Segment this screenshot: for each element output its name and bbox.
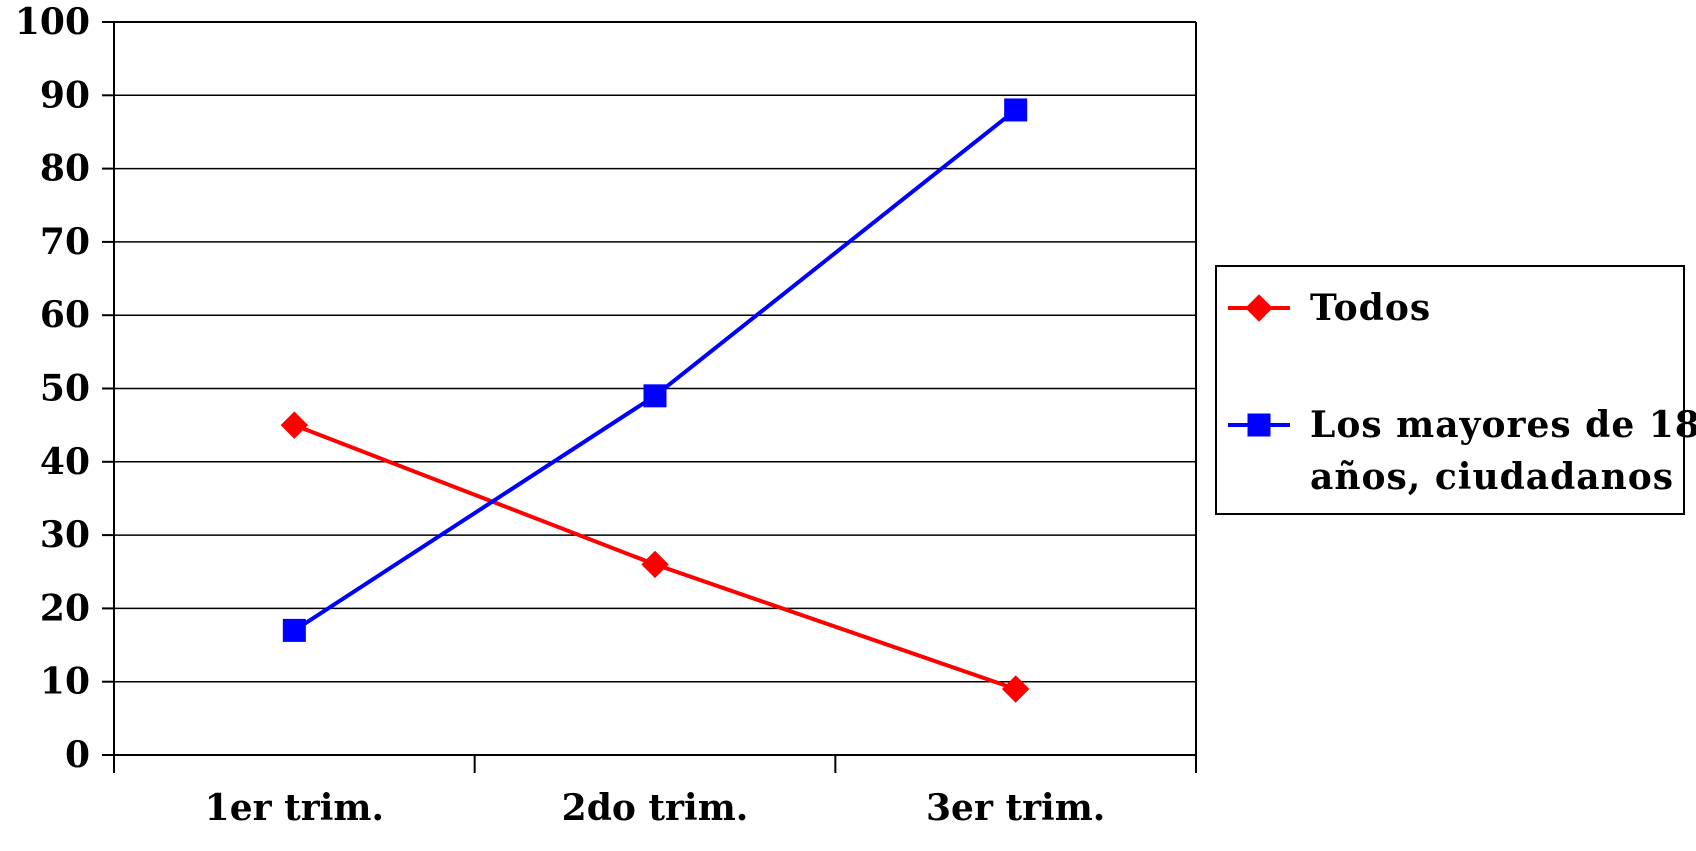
x-tick-label: 1er trim. <box>205 787 384 829</box>
data-point-series-2 <box>282 618 306 642</box>
y-tick-label: 10 <box>40 661 90 703</box>
data-point-series-2 <box>1004 98 1028 122</box>
y-tick-label: 20 <box>40 587 90 629</box>
x-tick-labels: 1er trim. 2do trim. 3er trim. <box>205 787 1106 829</box>
y-tick-label: 100 <box>15 1 90 43</box>
axes <box>102 21 1197 773</box>
y-tick-label: 90 <box>40 74 90 116</box>
series-lines <box>280 98 1030 703</box>
legend-label-1: Todos <box>1310 287 1431 329</box>
legend-marker-2 <box>1247 413 1271 437</box>
y-tick-label: 50 <box>40 368 90 410</box>
y-tick-label: 60 <box>40 294 90 336</box>
x-tick-label: 2do trim. <box>562 787 749 829</box>
legend-label-2: Los mayores de 18 <box>1310 404 1696 446</box>
data-point-series-2 <box>643 384 667 408</box>
y-tick-label: 80 <box>40 148 90 190</box>
legend-box <box>1215 265 1685 515</box>
gridlines <box>114 21 1196 683</box>
data-point-series-1 <box>641 550 669 579</box>
y-tick-labels: 0 10 20 30 40 50 60 70 80 90 100 <box>15 1 90 776</box>
y-tick-label: 70 <box>40 221 90 263</box>
data-point-series-1 <box>1001 675 1030 703</box>
y-tick-label: 30 <box>40 514 90 556</box>
y-tick-label: 0 <box>65 734 90 776</box>
legend-label-2: años, ciudadanos <box>1310 456 1674 498</box>
legend-marker-1 <box>1245 294 1273 322</box>
data-point-series-1 <box>280 411 309 439</box>
y-tick-label: 40 <box>40 441 90 483</box>
legend: Todos Los mayores de 18 años, ciudadanos <box>1215 265 1696 515</box>
x-tick-label: 3er trim. <box>926 787 1105 829</box>
